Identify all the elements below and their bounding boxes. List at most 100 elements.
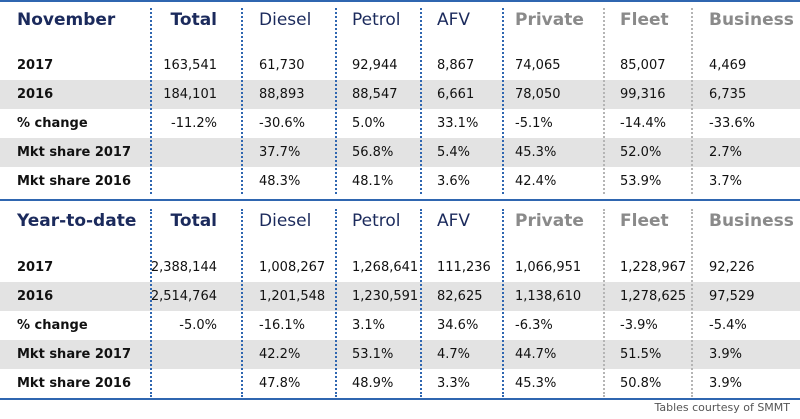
section-title: November (17, 10, 116, 30)
cell-diesel: 1,201,548 (259, 289, 326, 304)
row-label: % change (17, 318, 88, 333)
row-label: Mkt share 2017 (17, 145, 132, 160)
column-divider (150, 209, 152, 397)
table-row-pct-change: % change -11.2% -30.6% 5.0% 33.1% -5.1% … (0, 109, 800, 138)
header-afv: AFV (437, 211, 471, 231)
cell-fleet: 1,278,625 (620, 289, 687, 304)
cell-petrol: 92,944 (352, 58, 398, 73)
table-row-2016: 2016 2,514,764 1,201,548 1,230,591 82,62… (0, 282, 800, 311)
cell-fleet: 52.0% (620, 145, 662, 160)
cell-afv: 82,625 (437, 289, 483, 304)
table-row-mkt-share-2017: Mkt share 2017 37.7% 56.8% 5.4% 45.3% 52… (0, 138, 800, 167)
cell-private: -6.3% (515, 318, 553, 333)
cell-business: 3.9% (709, 376, 743, 391)
cell-fleet: 51.5% (620, 347, 662, 362)
row-label: Mkt share 2016 (17, 376, 132, 391)
header-row: Year-to-date Total Diesel Petrol AFV Pri… (0, 203, 800, 239)
november-table: November Total Diesel Petrol AFV Private… (0, 2, 800, 197)
row-label: 2016 (17, 289, 54, 304)
header-business: Business (709, 10, 794, 30)
header-total: Total (170, 10, 217, 30)
cell-total: -5.0% (179, 318, 217, 333)
cell-business: 97,529 (709, 289, 755, 304)
column-divider (502, 209, 504, 397)
header-afv: AFV (437, 10, 471, 30)
header-total: Total (170, 211, 217, 231)
cell-total: -11.2% (171, 116, 217, 131)
column-divider (603, 209, 605, 397)
table-row-mkt-share-2016: Mkt share 2016 48.3% 48.1% 3.6% 42.4% 53… (0, 167, 800, 196)
cell-petrol: 48.9% (352, 376, 394, 391)
cell-total (117, 167, 217, 196)
column-divider (420, 209, 422, 397)
cell-fleet: 85,007 (620, 58, 666, 73)
column-divider (603, 8, 605, 194)
header-diesel: Diesel (259, 211, 312, 231)
cell-fleet: 99,316 (620, 87, 666, 102)
cell-private: 78,050 (515, 87, 561, 102)
cell-fleet: 1,228,967 (620, 260, 687, 275)
table-row-2016: 2016 184,101 88,893 88,547 6,661 78,050 … (0, 80, 800, 109)
table-row-mkt-share-2017: Mkt share 2017 42.2% 53.1% 4.7% 44.7% 51… (0, 340, 800, 369)
cell-diesel: 1,008,267 (259, 260, 326, 275)
cell-private: 45.3% (515, 145, 557, 160)
section-title: Year-to-date (17, 211, 137, 231)
table-row-2017: 2017 2,388,144 1,008,267 1,268,641 111,2… (0, 253, 800, 282)
cell-petrol: 48.1% (352, 174, 394, 189)
row-label: Mkt share 2017 (17, 347, 132, 362)
column-divider (335, 8, 337, 194)
cell-total: 2,514,764 (150, 289, 217, 304)
header-diesel: Diesel (259, 10, 312, 30)
cell-diesel: 37.7% (259, 145, 301, 160)
table-row-mkt-share-2016: Mkt share 2016 47.8% 48.9% 3.3% 45.3% 50… (0, 369, 800, 398)
header-petrol: Petrol (352, 211, 401, 231)
cell-business: -5.4% (709, 318, 747, 333)
cell-total: 2,388,144 (150, 260, 217, 275)
section-divider (0, 199, 800, 201)
cell-diesel: 88,893 (259, 87, 305, 102)
cell-business: 4,469 (709, 58, 747, 73)
cell-private: 1,138,610 (515, 289, 582, 304)
cell-business: -33.6% (709, 116, 755, 131)
cell-afv: 3.6% (437, 174, 471, 189)
cell-fleet: 50.8% (620, 376, 662, 391)
column-divider (241, 8, 243, 194)
cell-private: 74,065 (515, 58, 561, 73)
column-divider (335, 209, 337, 397)
cell-total: 184,101 (163, 87, 217, 102)
column-divider (691, 209, 693, 397)
cell-total: 163,541 (163, 58, 217, 73)
top-border (0, 0, 800, 2)
header-business: Business (709, 211, 794, 231)
cell-afv: 5.4% (437, 145, 471, 160)
header-fleet: Fleet (620, 10, 669, 30)
cell-petrol: 88,547 (352, 87, 398, 102)
header-private: Private (515, 10, 584, 30)
row-label: 2017 (17, 260, 54, 275)
column-divider (150, 8, 152, 194)
row-label: % change (17, 116, 88, 131)
cell-afv: 111,236 (437, 260, 491, 275)
column-divider (241, 209, 243, 397)
table-row-pct-change: % change -5.0% -16.1% 3.1% 34.6% -6.3% -… (0, 311, 800, 340)
cell-diesel: -16.1% (259, 318, 305, 333)
cell-fleet: 53.9% (620, 174, 662, 189)
cell-petrol: 5.0% (352, 116, 386, 131)
column-divider (420, 8, 422, 194)
source-credit: Tables courtesy of SMMT (654, 401, 790, 414)
cell-afv: 4.7% (437, 347, 471, 362)
cell-petrol: 3.1% (352, 318, 386, 333)
column-divider (502, 8, 504, 194)
cell-diesel: 47.8% (259, 376, 301, 391)
cell-private: 1,066,951 (515, 260, 582, 275)
cell-diesel: 61,730 (259, 58, 305, 73)
cell-diesel: 42.2% (259, 347, 301, 362)
header-petrol: Petrol (352, 10, 401, 30)
cell-business: 3.9% (709, 347, 743, 362)
cell-afv: 34.6% (437, 318, 479, 333)
cell-afv: 33.1% (437, 116, 479, 131)
column-divider (691, 8, 693, 194)
cell-private: -5.1% (515, 116, 553, 131)
cell-petrol: 53.1% (352, 347, 394, 362)
row-label: 2016 (17, 87, 54, 102)
